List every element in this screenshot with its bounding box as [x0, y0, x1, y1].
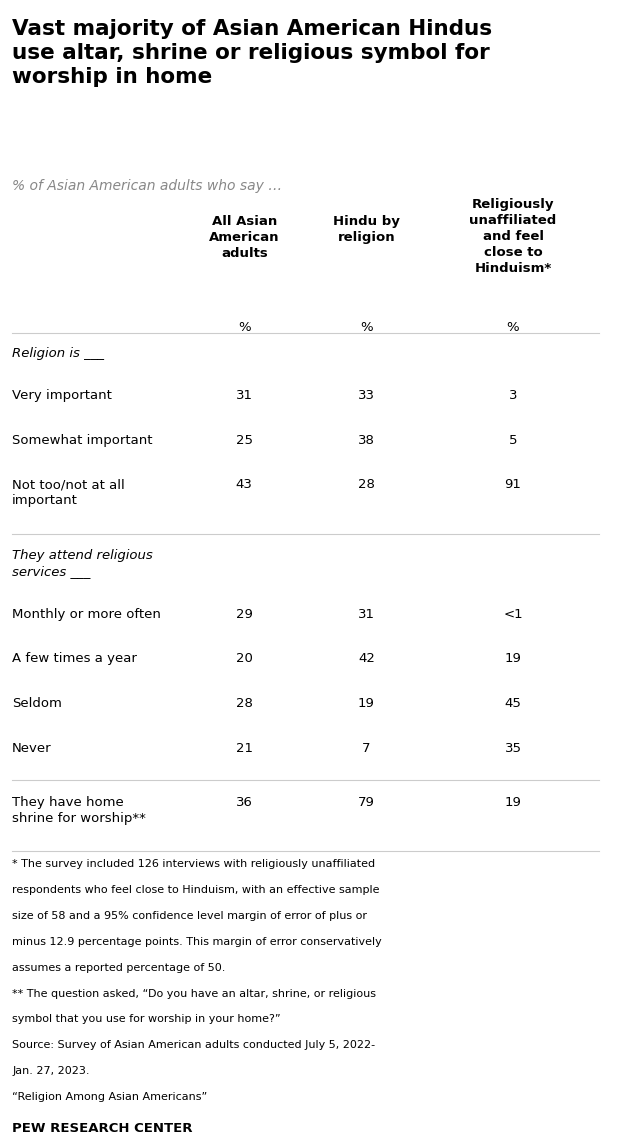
Text: They have home
shrine for worship**: They have home shrine for worship**: [12, 796, 146, 824]
Text: Hindu by
religion: Hindu by religion: [333, 215, 400, 244]
Text: Monthly or more often: Monthly or more often: [12, 608, 161, 620]
Text: 19: 19: [505, 796, 521, 808]
Text: Seldom: Seldom: [12, 698, 62, 710]
Text: 20: 20: [236, 652, 253, 666]
Text: respondents who feel close to Hinduism, with an effective sample: respondents who feel close to Hinduism, …: [12, 885, 379, 895]
Text: ** The question asked, “Do you have an altar, shrine, or religious: ** The question asked, “Do you have an a…: [12, 988, 376, 999]
Text: 91: 91: [505, 479, 521, 491]
Text: 31: 31: [236, 389, 253, 401]
Text: All Asian
American
adults: All Asian American adults: [209, 215, 280, 260]
Text: minus 12.9 percentage points. This margin of error conservatively: minus 12.9 percentage points. This margi…: [12, 937, 382, 947]
Text: 42: 42: [358, 652, 375, 666]
Text: <1: <1: [503, 608, 523, 620]
Text: Never: Never: [12, 742, 52, 755]
Text: assumes a reported percentage of 50.: assumes a reported percentage of 50.: [12, 963, 226, 972]
Text: Jan. 27, 2023.: Jan. 27, 2023.: [12, 1066, 90, 1076]
Text: 19: 19: [358, 698, 375, 710]
Text: 7: 7: [362, 742, 371, 755]
Text: 21: 21: [236, 742, 253, 755]
Text: 38: 38: [358, 433, 375, 447]
Text: Somewhat important: Somewhat important: [12, 433, 153, 447]
Text: 35: 35: [505, 742, 521, 755]
Text: Not too/not at all
important: Not too/not at all important: [12, 479, 125, 507]
Text: 29: 29: [236, 608, 253, 620]
Text: 19: 19: [505, 652, 521, 666]
Text: %: %: [507, 321, 520, 334]
Text: A few times a year: A few times a year: [12, 652, 137, 666]
Text: % of Asian American adults who say …: % of Asian American adults who say …: [12, 179, 282, 194]
Text: “Religion Among Asian Americans”: “Religion Among Asian Americans”: [12, 1092, 208, 1102]
Text: They attend religious
services ___: They attend religious services ___: [12, 549, 153, 578]
Text: 36: 36: [236, 796, 253, 808]
Text: Religion is ___: Religion is ___: [12, 348, 104, 360]
Text: 79: 79: [358, 796, 375, 808]
Text: * The survey included 126 interviews with religiously unaffiliated: * The survey included 126 interviews wit…: [12, 860, 375, 870]
Text: 43: 43: [236, 479, 253, 491]
Text: PEW RESEARCH CENTER: PEW RESEARCH CENTER: [12, 1122, 193, 1135]
Text: Very important: Very important: [12, 389, 112, 401]
Text: 33: 33: [358, 389, 375, 401]
Text: 28: 28: [358, 479, 375, 491]
Text: %: %: [360, 321, 373, 334]
Text: Religiously
unaffiliated
and feel
close to
Hinduism*: Religiously unaffiliated and feel close …: [469, 198, 557, 275]
Text: Source: Survey of Asian American adults conducted July 5, 2022-: Source: Survey of Asian American adults …: [12, 1041, 375, 1050]
Text: Vast majority of Asian American Hindus
use altar, shrine or religious symbol for: Vast majority of Asian American Hindus u…: [12, 19, 492, 87]
Text: 5: 5: [509, 433, 517, 447]
Text: 31: 31: [358, 608, 375, 620]
Text: %: %: [238, 321, 250, 334]
Text: size of 58 and a 95% confidence level margin of error of plus or: size of 58 and a 95% confidence level ma…: [12, 911, 367, 921]
Text: 25: 25: [236, 433, 253, 447]
Text: symbol that you use for worship in your home?”: symbol that you use for worship in your …: [12, 1015, 281, 1025]
Text: 45: 45: [505, 698, 521, 710]
Text: 3: 3: [509, 389, 517, 401]
Text: 28: 28: [236, 698, 253, 710]
